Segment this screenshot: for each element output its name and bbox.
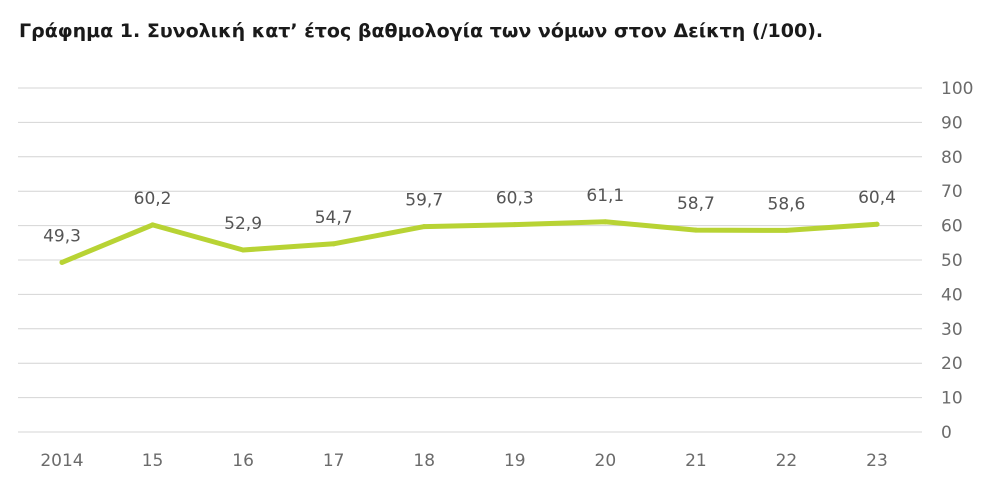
x-tick-label: 15 <box>142 451 164 471</box>
x-tick-label: 21 <box>685 451 707 471</box>
data-point <box>240 247 246 253</box>
x-axis-ticks: 2014 15 16 17 18 19 20 21 22 23 <box>40 451 887 471</box>
y-tick-label: 90 <box>941 113 963 133</box>
series-group <box>59 219 880 265</box>
y-tick-label: 100 <box>941 79 973 99</box>
data-point <box>693 227 699 233</box>
x-tick-label: 22 <box>776 451 798 471</box>
chart-title: Γράφημα 1. Συνολική κατ’ έτος βαθμολογία… <box>19 20 824 42</box>
data-label: 61,1 <box>586 186 624 206</box>
x-tick-label: 23 <box>866 451 888 471</box>
data-label: 52,9 <box>224 214 262 234</box>
data-label: 49,3 <box>43 226 81 246</box>
data-point <box>783 227 789 233</box>
y-tick-label: 50 <box>941 251 963 271</box>
data-labels: 49,3 60,2 52,9 54,7 59,7 60,3 61,1 58,7 58,6 60,4 <box>43 186 896 247</box>
x-tick-label: 17 <box>323 451 345 471</box>
data-label: 60,2 <box>134 189 172 209</box>
y-tick-label: 70 <box>941 182 963 202</box>
x-tick-label: 19 <box>504 451 526 471</box>
series-line <box>59 219 880 265</box>
gridlines <box>18 87 922 433</box>
data-label: 60,4 <box>858 188 896 208</box>
y-tick-label: 30 <box>941 320 963 340</box>
data-point <box>874 221 880 227</box>
data-point <box>421 224 427 230</box>
y-tick-label: 20 <box>941 354 963 374</box>
y-tick-label: 40 <box>941 285 963 305</box>
y-axis-ticks: 0 10 20 30 40 50 60 70 80 90 100 <box>941 79 973 443</box>
x-tick-label: 20 <box>595 451 617 471</box>
y-tick-label: 0 <box>941 423 952 443</box>
data-point <box>331 241 337 247</box>
data-point <box>512 222 518 228</box>
x-tick-label: 16 <box>232 451 254 471</box>
data-label: 59,7 <box>405 191 443 211</box>
y-tick-label: 60 <box>941 217 963 237</box>
data-label: 60,3 <box>496 189 534 209</box>
data-point <box>150 222 156 228</box>
data-label: 54,7 <box>315 208 353 228</box>
data-label: 58,7 <box>677 194 715 214</box>
y-tick-label: 10 <box>941 389 963 409</box>
x-tick-label: 2014 <box>40 451 83 471</box>
data-label: 58,6 <box>768 194 806 214</box>
data-point <box>602 219 608 225</box>
y-tick-label: 80 <box>941 148 963 168</box>
data-point <box>59 259 65 265</box>
x-tick-label: 18 <box>413 451 435 471</box>
